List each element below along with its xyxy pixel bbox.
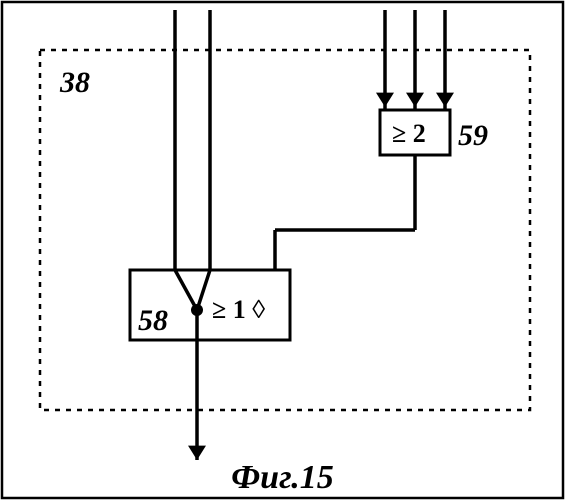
figure-caption: Фиг.15 — [231, 459, 333, 496]
gate-58-ref: 58 — [138, 304, 168, 337]
gate-58-text: ≥ 1 ◊ — [212, 295, 265, 324]
gate-59-text: ≥ 2 — [392, 119, 426, 148]
gate-59-ref: 59 — [458, 119, 488, 152]
container-label: 38 — [59, 66, 90, 99]
